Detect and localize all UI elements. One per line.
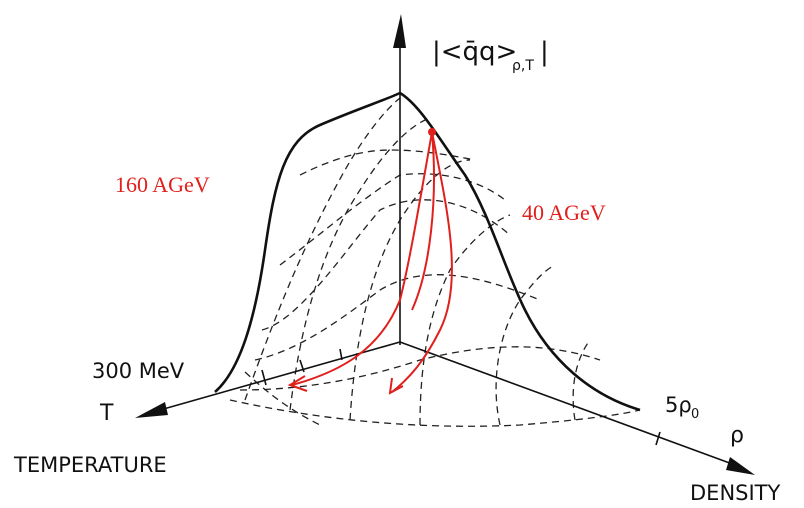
condensate-close: | xyxy=(540,37,549,67)
density-axis-label: DENSITY xyxy=(690,481,780,505)
density-symbol: ρ xyxy=(730,423,744,448)
temperature-axis-label: TEMPERATURE xyxy=(13,453,167,477)
energy-low-label: 40 AGeV xyxy=(522,200,606,225)
axes xyxy=(135,14,755,475)
temperature-symbol: T xyxy=(99,401,114,426)
condensate-label: |<q̄q> xyxy=(432,37,517,67)
density-tick-subscript: 0 xyxy=(691,407,699,422)
energy-high-label: 160 AGeV xyxy=(115,172,210,197)
density-tick-label: 5ρ xyxy=(665,393,692,417)
trajectories xyxy=(287,128,453,395)
condensate-subscript: ρ,T xyxy=(512,58,534,74)
temperature-tick-label: 300 MeV xyxy=(92,359,185,383)
